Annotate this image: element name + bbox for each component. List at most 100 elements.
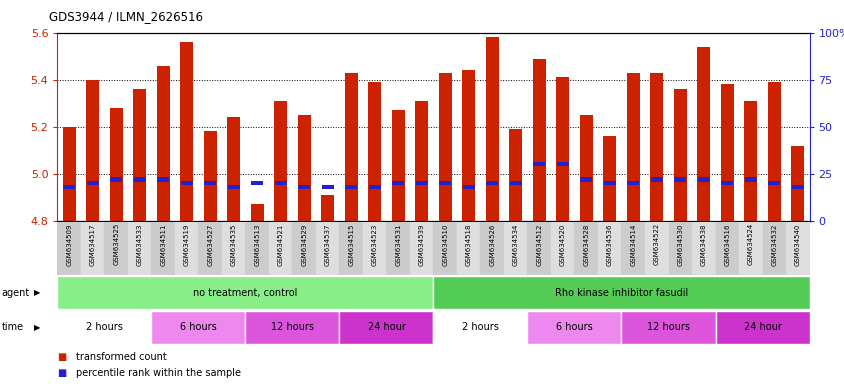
Bar: [433, 222, 457, 275]
Bar: [598, 222, 620, 275]
Text: ▶: ▶: [34, 323, 41, 332]
Text: 2 hours: 2 hours: [86, 322, 122, 333]
Bar: [439, 181, 451, 185]
Text: GSM634512: GSM634512: [536, 223, 542, 266]
Bar: [438, 73, 452, 221]
Bar: [151, 311, 246, 344]
Bar: [644, 222, 668, 275]
Text: GSM634524: GSM634524: [747, 223, 753, 265]
Bar: [720, 84, 733, 221]
Text: GSM634526: GSM634526: [489, 223, 495, 266]
Bar: [392, 181, 404, 185]
Bar: [133, 89, 146, 221]
Bar: [767, 82, 780, 221]
Bar: [251, 204, 263, 221]
Bar: [368, 82, 381, 221]
Bar: [462, 70, 474, 221]
Bar: [198, 222, 222, 275]
Text: 12 hours: 12 hours: [647, 322, 690, 333]
Bar: [691, 222, 715, 275]
Bar: [86, 181, 99, 185]
Text: GSM634519: GSM634519: [183, 223, 190, 266]
Text: ▶: ▶: [34, 288, 41, 297]
Bar: [533, 162, 544, 167]
Bar: [81, 222, 105, 275]
Text: transformed count: transformed count: [76, 351, 166, 362]
Text: Rho kinase inhibitor fasudil: Rho kinase inhibitor fasudil: [555, 288, 687, 298]
Bar: [527, 222, 550, 275]
Text: GSM634536: GSM634536: [606, 223, 612, 266]
Bar: [175, 222, 198, 275]
Text: GSM634514: GSM634514: [630, 223, 636, 266]
Text: GSM634518: GSM634518: [465, 223, 471, 266]
Text: GSM634513: GSM634513: [254, 223, 260, 266]
Bar: [297, 115, 311, 221]
Bar: [62, 127, 76, 221]
Bar: [321, 195, 333, 221]
Text: GSM634532: GSM634532: [771, 223, 776, 266]
Bar: [720, 181, 733, 185]
Text: GSM634515: GSM634515: [348, 223, 354, 266]
Text: GSM634535: GSM634535: [230, 223, 236, 266]
Text: 6 hours: 6 hours: [180, 322, 217, 333]
Bar: [626, 181, 639, 185]
Bar: [344, 185, 357, 189]
Bar: [761, 222, 785, 275]
Text: GSM634510: GSM634510: [441, 223, 447, 266]
Bar: [386, 222, 409, 275]
Bar: [298, 185, 310, 189]
Text: GSM634516: GSM634516: [723, 223, 729, 266]
Bar: [414, 101, 428, 221]
Bar: [316, 222, 339, 275]
Text: no treatment, control: no treatment, control: [193, 288, 297, 298]
Bar: [181, 181, 192, 185]
Bar: [392, 110, 404, 221]
Text: GSM634539: GSM634539: [419, 223, 425, 266]
Bar: [580, 177, 592, 182]
Bar: [533, 58, 545, 221]
Text: GSM634534: GSM634534: [512, 223, 518, 266]
Bar: [204, 181, 216, 185]
Text: GSM634520: GSM634520: [559, 223, 565, 266]
Text: 2 hours: 2 hours: [462, 322, 498, 333]
Bar: [462, 185, 474, 189]
Text: GSM634525: GSM634525: [113, 223, 119, 265]
Bar: [715, 311, 809, 344]
Bar: [344, 73, 357, 221]
Bar: [555, 77, 569, 221]
Text: GSM634529: GSM634529: [300, 223, 307, 266]
Bar: [791, 185, 803, 189]
Bar: [668, 222, 691, 275]
Text: 24 hour: 24 hour: [367, 322, 405, 333]
Text: percentile rank within the sample: percentile rank within the sample: [76, 368, 241, 378]
Bar: [715, 222, 738, 275]
Text: ■: ■: [57, 368, 67, 378]
Bar: [105, 222, 127, 275]
Text: GSM634530: GSM634530: [676, 223, 683, 266]
Text: agent: agent: [2, 288, 30, 298]
Text: GSM634521: GSM634521: [278, 223, 284, 266]
Text: 24 hour: 24 hour: [743, 322, 781, 333]
Bar: [457, 222, 480, 275]
Text: GDS3944 / ILMN_2626516: GDS3944 / ILMN_2626516: [49, 10, 203, 23]
Bar: [480, 222, 503, 275]
Bar: [415, 181, 427, 185]
Bar: [203, 131, 216, 221]
Bar: [433, 311, 527, 344]
Bar: [339, 311, 433, 344]
Bar: [368, 185, 381, 189]
Bar: [673, 89, 686, 221]
Bar: [110, 177, 122, 182]
Text: 12 hours: 12 hours: [271, 322, 314, 333]
Bar: [110, 108, 122, 221]
Bar: [339, 222, 363, 275]
Bar: [767, 181, 780, 185]
Text: GSM634540: GSM634540: [794, 223, 800, 266]
Text: time: time: [2, 322, 24, 333]
Bar: [57, 311, 151, 344]
Text: GSM634533: GSM634533: [137, 223, 143, 266]
Bar: [744, 101, 756, 221]
Text: GSM634528: GSM634528: [582, 223, 588, 266]
Bar: [180, 42, 193, 221]
Text: ■: ■: [57, 351, 67, 362]
